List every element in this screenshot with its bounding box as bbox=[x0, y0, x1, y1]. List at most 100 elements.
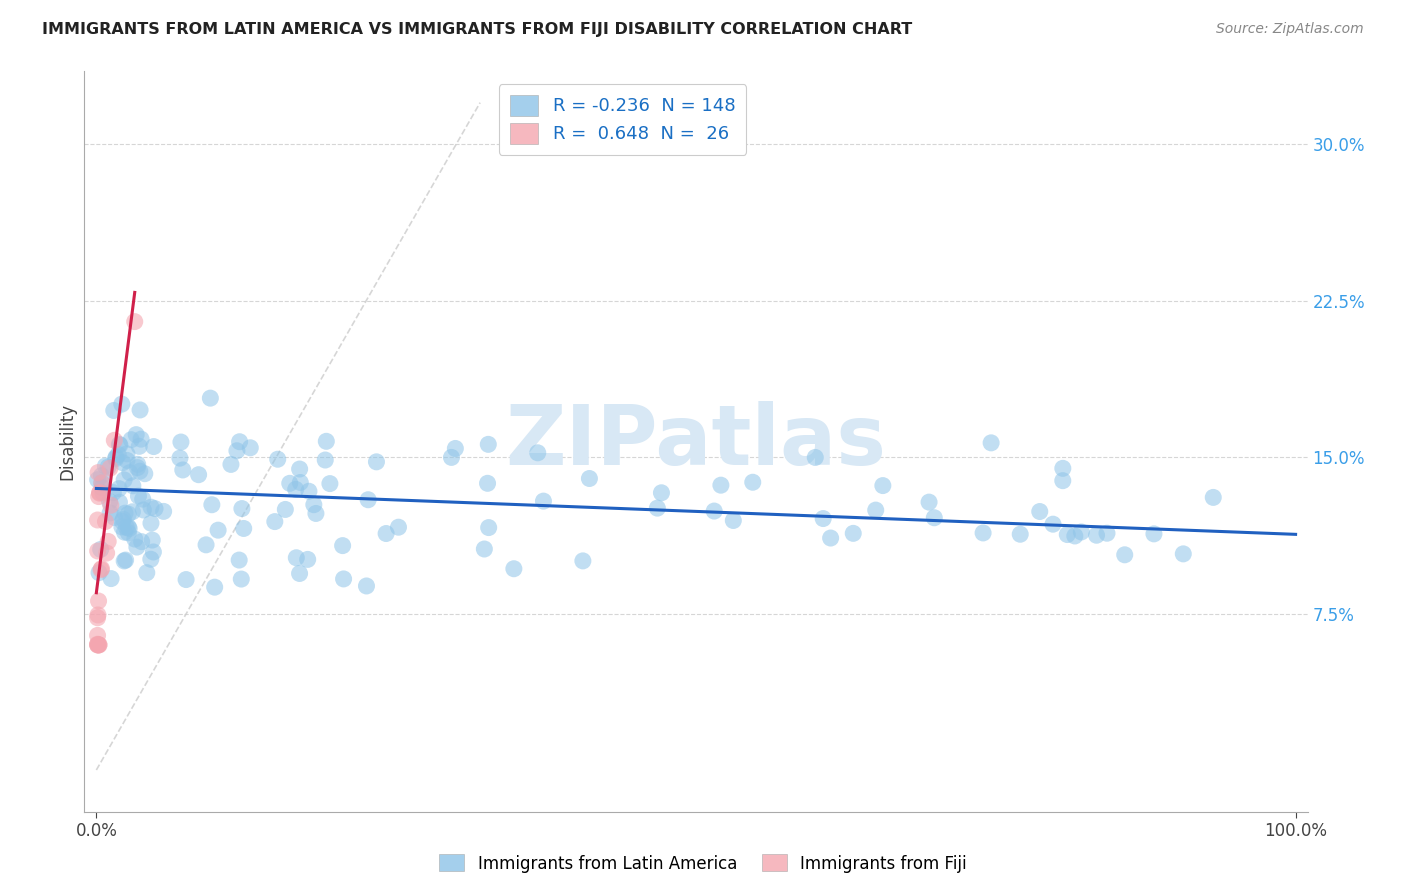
Point bbox=[472, 541, 495, 556]
Point bbox=[125, 427, 148, 442]
Point bbox=[87, 638, 110, 652]
Point bbox=[502, 562, 524, 576]
Point bbox=[1070, 524, 1092, 539]
Point bbox=[86, 473, 108, 487]
Point bbox=[117, 507, 139, 521]
Point bbox=[90, 563, 112, 577]
Point bbox=[90, 468, 112, 483]
Point bbox=[187, 467, 209, 482]
Point bbox=[169, 451, 191, 466]
Point bbox=[96, 546, 118, 560]
Point bbox=[811, 511, 834, 525]
Point bbox=[232, 521, 254, 535]
Point bbox=[87, 638, 110, 652]
Point bbox=[357, 492, 380, 507]
Point bbox=[98, 461, 121, 475]
Point bbox=[114, 525, 136, 540]
Point bbox=[650, 485, 672, 500]
Point bbox=[131, 534, 153, 549]
Point bbox=[533, 494, 555, 508]
Point bbox=[139, 500, 162, 515]
Point bbox=[972, 525, 994, 540]
Point bbox=[285, 550, 308, 565]
Point bbox=[112, 554, 135, 568]
Point bbox=[200, 391, 222, 405]
Point bbox=[1095, 526, 1118, 541]
Point bbox=[290, 475, 312, 490]
Point bbox=[710, 478, 733, 492]
Point bbox=[647, 501, 669, 516]
Point bbox=[478, 520, 501, 534]
Point bbox=[125, 540, 148, 554]
Point bbox=[1029, 504, 1052, 518]
Point bbox=[86, 513, 108, 527]
Legend: R = -0.236  N = 148, R =  0.648  N =  26: R = -0.236 N = 148, R = 0.648 N = 26 bbox=[499, 84, 747, 154]
Point bbox=[132, 492, 155, 507]
Point bbox=[118, 522, 141, 536]
Point bbox=[143, 501, 166, 516]
Point bbox=[319, 476, 342, 491]
Point bbox=[127, 460, 149, 475]
Point bbox=[195, 538, 218, 552]
Point bbox=[226, 443, 249, 458]
Point bbox=[86, 544, 108, 558]
Text: Source: ZipAtlas.com: Source: ZipAtlas.com bbox=[1216, 22, 1364, 37]
Point bbox=[139, 552, 162, 566]
Point bbox=[1052, 474, 1074, 488]
Point bbox=[1063, 529, 1085, 543]
Point bbox=[1042, 517, 1064, 532]
Point bbox=[115, 453, 138, 467]
Point bbox=[1114, 548, 1136, 562]
Point bbox=[103, 434, 125, 448]
Point bbox=[1010, 527, 1032, 541]
Point bbox=[94, 515, 117, 529]
Point bbox=[305, 507, 328, 521]
Point bbox=[98, 494, 121, 508]
Point bbox=[127, 489, 149, 503]
Point bbox=[1143, 527, 1166, 541]
Point bbox=[387, 520, 409, 534]
Point bbox=[127, 458, 149, 472]
Point bbox=[129, 403, 152, 417]
Point bbox=[375, 526, 398, 541]
Point bbox=[115, 520, 138, 534]
Point bbox=[578, 471, 600, 485]
Point bbox=[90, 562, 112, 576]
Point bbox=[108, 438, 131, 452]
Point bbox=[267, 452, 290, 467]
Point bbox=[366, 455, 388, 469]
Point bbox=[91, 481, 114, 495]
Point bbox=[440, 450, 463, 465]
Point bbox=[804, 450, 827, 465]
Point bbox=[97, 534, 120, 549]
Point bbox=[98, 506, 121, 520]
Point bbox=[128, 439, 150, 453]
Point bbox=[91, 486, 114, 500]
Point bbox=[120, 433, 142, 447]
Point bbox=[108, 482, 131, 496]
Point bbox=[302, 498, 325, 512]
Point bbox=[115, 447, 138, 461]
Point bbox=[139, 516, 162, 531]
Point bbox=[87, 490, 110, 504]
Point bbox=[332, 539, 354, 553]
Point bbox=[142, 440, 165, 454]
Point bbox=[263, 515, 285, 529]
Point bbox=[297, 552, 319, 566]
Point bbox=[112, 512, 135, 526]
Point bbox=[111, 456, 134, 470]
Point bbox=[114, 506, 136, 520]
Point bbox=[111, 515, 134, 529]
Point bbox=[572, 554, 595, 568]
Point bbox=[924, 510, 946, 524]
Point bbox=[117, 520, 139, 534]
Point bbox=[1202, 491, 1225, 505]
Point bbox=[723, 514, 745, 528]
Point bbox=[444, 442, 467, 456]
Point bbox=[87, 594, 110, 608]
Point bbox=[132, 503, 155, 517]
Point bbox=[142, 545, 165, 559]
Point bbox=[703, 504, 725, 518]
Point bbox=[134, 467, 156, 481]
Point bbox=[87, 607, 110, 622]
